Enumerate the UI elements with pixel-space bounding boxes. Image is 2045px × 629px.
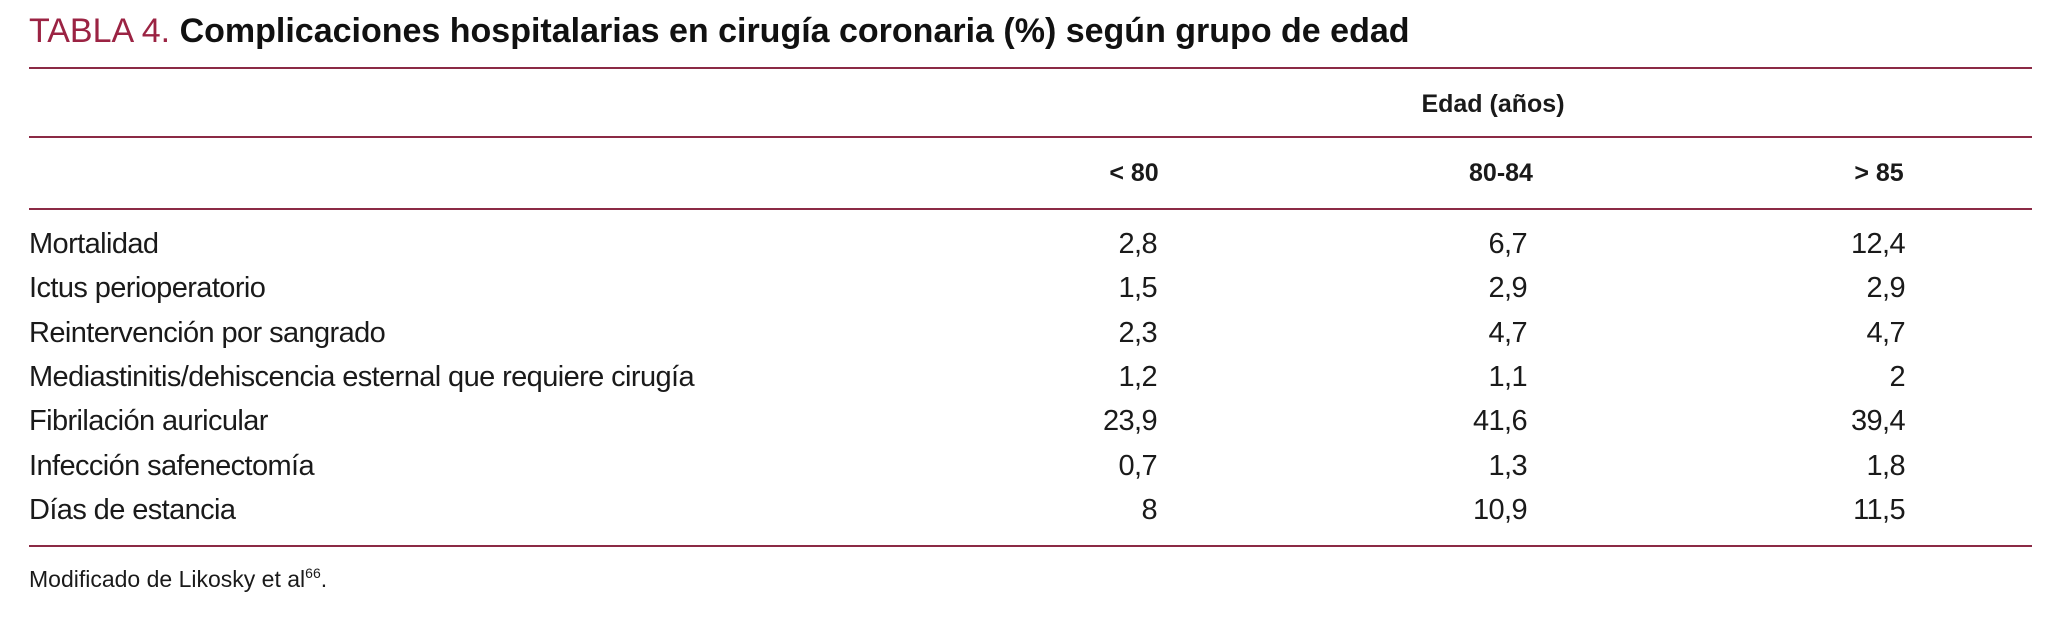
cell-value: 1,3 [1488,449,1527,482]
cell-value: 8 [1141,493,1157,526]
cell-value: 1,8 [1866,449,1905,482]
table-title: TABLA 4. Complicaciones hospitalarias en… [29,14,1410,48]
cell-value: 2 [1889,360,1905,393]
footnote-ref: 66 [305,565,321,581]
column-header: > 85 [1854,159,1904,187]
footnote: Modificado de Likosky et al66. [29,566,327,591]
rule [29,67,2032,69]
row-label: Mediastinitis/dehiscencia esternal que r… [29,360,695,393]
cell-value: 39,4 [1850,405,1906,438]
cell-value: 2,9 [1488,272,1527,305]
cell-value: 2,3 [1118,316,1157,349]
row-label: Reintervención por sangrado [29,316,386,349]
cell-value: 1,5 [1118,272,1157,305]
rule [29,545,2032,547]
cell-value: 2,8 [1118,228,1157,260]
cell-value: 12,4 [1850,228,1906,260]
table-label: TABLA 4. [29,12,171,50]
row-label: Mortalidad [29,228,159,260]
row-label: Días de estancia [29,493,236,526]
cell-value: 41,6 [1472,405,1528,438]
row-label: Ictus perioperatorio [29,272,266,305]
cell-value: 10,9 [1472,493,1528,526]
rule [29,208,2032,210]
footnote-end: . [320,566,328,592]
row-label: Fibrilación auricular [29,405,268,438]
cell-value: 6,7 [1488,228,1527,260]
cell-value: 4,7 [1488,316,1527,349]
row-label: Infección safenectomía [29,449,315,482]
cell-value: 4,7 [1866,316,1905,349]
cell-value: 23,9 [1102,405,1158,438]
column-header: < 80 [1109,159,1159,187]
cell-value: 2,9 [1866,272,1905,305]
cell-value: 11,5 [1853,493,1905,526]
rule [29,136,2032,138]
title-text: Complicaciones hospitalarias en cirugía … [179,12,1410,50]
cell-value: 1,2 [1118,360,1157,393]
footnote-text: Modificado de Likosky et al [29,566,306,592]
group-header: Edad (años) [1421,90,1565,118]
cell-value: 0,7 [1118,449,1157,482]
column-header: 80-84 [1469,159,1533,187]
cell-value: 1,1 [1488,360,1527,393]
